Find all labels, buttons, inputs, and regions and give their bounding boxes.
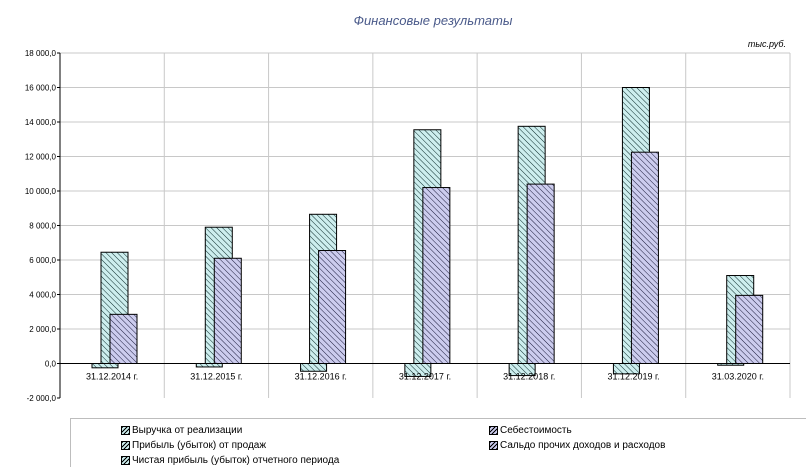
y-tick-label: -2 000,0 <box>27 394 57 403</box>
legend-item: Прибыль (убыток) от продаж <box>121 440 266 451</box>
bar-2-5 <box>526 183 555 364</box>
y-tick-label: 8 000,0 <box>29 222 56 231</box>
bar-3-3 <box>300 363 328 372</box>
y-tick-label: 10 000,0 <box>25 187 57 196</box>
y-tick-label: 18 000,0 <box>25 49 57 58</box>
y-tick-label: 12 000,0 <box>25 153 57 162</box>
legend-label: Сальдо прочих доходов и расходов <box>500 440 666 451</box>
y-tick-label: 0,0 <box>45 360 57 369</box>
x-tick-label: 31.12.2016 г. <box>295 372 347 382</box>
legend: Выручка от реализации Себестоимость Приб… <box>70 418 806 467</box>
bar-2-3 <box>318 250 347 364</box>
legend-swatch <box>121 456 130 465</box>
y-axis-ticks: -2 000,0 0,0 2 000,0 4 000,0 6 000,0 8 000,0 1… <box>25 49 57 403</box>
legend-swatch <box>489 441 498 450</box>
legend-label: Выручка от реализации <box>132 425 243 436</box>
bars <box>91 87 764 377</box>
x-tick-label: 31.03.2020 г. <box>712 372 764 382</box>
legend-item: Сальдо прочих доходов и расходов <box>489 440 665 451</box>
legend-swatch <box>121 426 130 435</box>
y-tick-label: 6 000,0 <box>29 256 56 265</box>
x-tick-label: 31.12.2019 г. <box>607 372 659 382</box>
legend-label: Прибыль (убыток) от продаж <box>132 440 267 451</box>
bar-3-2 <box>195 363 223 368</box>
axes <box>57 52 790 399</box>
bar-2-1 <box>109 313 138 364</box>
bar-3-1 <box>91 363 119 369</box>
bar-2-2 <box>213 257 242 364</box>
y-tick-label: 16 000,0 <box>25 84 57 93</box>
bar-2-6 <box>630 151 659 364</box>
legend-item: Чистая прибыль (убыток) отчетного период… <box>121 455 339 466</box>
chart: Финансовые результаты тыс.руб. -2 000,0 0… <box>25 13 791 403</box>
x-tick-label: 31.12.2017 г. <box>399 372 451 382</box>
legend-swatch <box>489 426 498 435</box>
chart-title: Финансовые результаты <box>354 13 513 28</box>
x-tick-label: 31.12.2015 г. <box>190 372 242 382</box>
unit-label: тыс.руб. <box>748 39 786 49</box>
bar-2-7 <box>735 294 764 364</box>
legend-swatch <box>121 441 130 450</box>
legend-label: Чистая прибыль (убыток) отчетного период… <box>132 455 340 466</box>
legend-item: Себестоимость <box>489 425 572 436</box>
legend-item: Выручка от реализации <box>121 425 242 436</box>
x-axis-ticks: 31.12.2014 г. 31.12.2015 г. 31.12.2016 г. 3… <box>86 372 764 382</box>
y-tick-label: 4 000,0 <box>29 291 56 300</box>
x-tick-label: 31.12.2018 г. <box>503 372 555 382</box>
y-tick-label: 14 000,0 <box>25 118 57 127</box>
x-tick-label: 31.12.2014 г. <box>86 372 138 382</box>
y-tick-label: 2 000,0 <box>29 325 56 334</box>
bar-2-4 <box>422 187 451 364</box>
legend-label: Себестоимость <box>500 425 572 436</box>
